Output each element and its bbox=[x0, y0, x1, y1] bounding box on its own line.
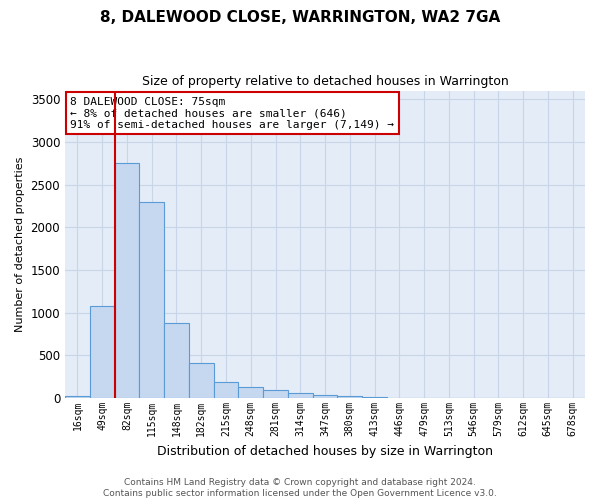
Text: 8, DALEWOOD CLOSE, WARRINGTON, WA2 7GA: 8, DALEWOOD CLOSE, WARRINGTON, WA2 7GA bbox=[100, 10, 500, 25]
Bar bbox=[115, 163, 139, 398]
Text: Contains HM Land Registry data © Crown copyright and database right 2024.
Contai: Contains HM Land Registry data © Crown c… bbox=[103, 478, 497, 498]
Bar bbox=[238, 387, 263, 398]
X-axis label: Distribution of detached houses by size in Warrington: Distribution of detached houses by size … bbox=[157, 444, 493, 458]
Text: 8 DALEWOOD CLOSE: 75sqm
← 8% of detached houses are smaller (646)
91% of semi-de: 8 DALEWOOD CLOSE: 75sqm ← 8% of detached… bbox=[70, 96, 394, 130]
Bar bbox=[214, 382, 238, 398]
Y-axis label: Number of detached properties: Number of detached properties bbox=[15, 156, 25, 332]
Bar bbox=[337, 396, 362, 398]
Bar bbox=[313, 394, 337, 398]
Bar bbox=[90, 306, 115, 398]
Bar bbox=[139, 202, 164, 398]
Title: Size of property relative to detached houses in Warrington: Size of property relative to detached ho… bbox=[142, 75, 508, 88]
Bar bbox=[263, 390, 288, 398]
Bar bbox=[288, 394, 313, 398]
Bar bbox=[164, 323, 189, 398]
Bar bbox=[65, 396, 90, 398]
Bar bbox=[189, 363, 214, 398]
